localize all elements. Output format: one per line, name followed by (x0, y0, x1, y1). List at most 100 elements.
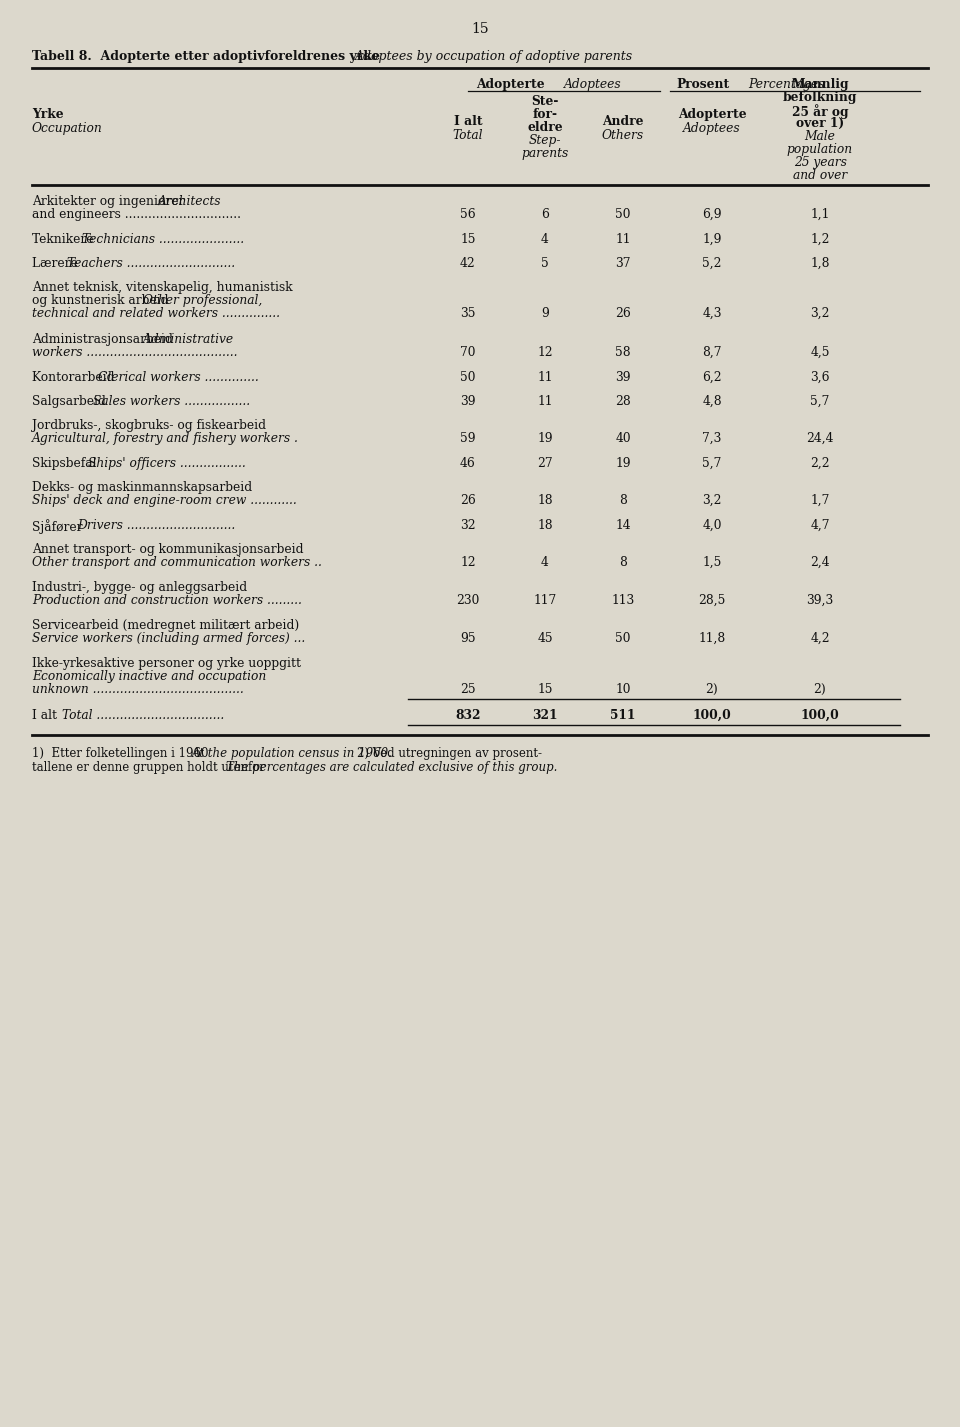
Text: 42: 42 (460, 257, 476, 270)
Text: Salgsarbeid: Salgsarbeid (32, 395, 109, 408)
Text: 11: 11 (538, 371, 553, 384)
Text: 7,3: 7,3 (703, 432, 722, 445)
Text: Sjåfører: Sjåfører (32, 519, 86, 534)
Text: 6,9: 6,9 (702, 208, 722, 221)
Text: 5: 5 (541, 257, 549, 270)
Text: Mannlig: Mannlig (791, 78, 849, 91)
Text: At the population census in 1960.: At the population census in 1960. (192, 746, 393, 761)
Text: tallene er denne gruppen holdt utenfor: tallene er denne gruppen holdt utenfor (32, 761, 273, 773)
Text: Agricultural, forestry and fishery workers .: Agricultural, forestry and fishery worke… (32, 432, 299, 445)
Text: Architects: Architects (158, 195, 222, 208)
Text: I alt: I alt (454, 116, 482, 128)
Text: Production and construction workers .........: Production and construction workers ....… (32, 594, 301, 606)
Text: Adopterte: Adopterte (476, 78, 544, 91)
Text: 5,7: 5,7 (703, 457, 722, 469)
Text: befolkning: befolkning (782, 91, 857, 104)
Text: 12: 12 (538, 345, 553, 360)
Text: Ste-: Ste- (531, 96, 559, 108)
Text: 511: 511 (611, 709, 636, 722)
Text: for-: for- (533, 108, 558, 121)
Text: Sales workers .................: Sales workers ................. (92, 395, 250, 408)
Text: Teknikere: Teknikere (32, 233, 97, 245)
Text: Percentages: Percentages (748, 78, 825, 91)
Text: 25: 25 (460, 684, 476, 696)
Text: Dekks- og maskinmannskapsarbeid: Dekks- og maskinmannskapsarbeid (32, 481, 252, 494)
Text: 6: 6 (541, 208, 549, 221)
Text: 117: 117 (534, 594, 557, 606)
Text: 95: 95 (460, 632, 476, 645)
Text: 15: 15 (471, 21, 489, 36)
Text: Adoptees by occupation of adoptive parents: Adoptees by occupation of adoptive paren… (355, 50, 634, 63)
Text: 59: 59 (460, 432, 476, 445)
Text: 25 years: 25 years (794, 156, 847, 168)
Text: Adoptees: Adoptees (564, 78, 622, 91)
Text: Prosent: Prosent (677, 78, 730, 91)
Text: Lærere: Lærere (32, 257, 82, 270)
Text: 4,8: 4,8 (702, 395, 722, 408)
Text: Adoptees: Adoptees (684, 121, 741, 136)
Text: 4: 4 (541, 233, 549, 245)
Text: Total: Total (453, 128, 483, 143)
Text: 56: 56 (460, 208, 476, 221)
Text: 50: 50 (615, 208, 631, 221)
Text: Service workers (including armed forces) ...: Service workers (including armed forces)… (32, 632, 305, 645)
Text: Step-: Step- (529, 134, 562, 147)
Text: 11,8: 11,8 (698, 632, 726, 645)
Text: 50: 50 (460, 371, 476, 384)
Text: 19: 19 (538, 432, 553, 445)
Text: 10: 10 (615, 684, 631, 696)
Text: 40: 40 (615, 432, 631, 445)
Text: 28,5: 28,5 (698, 594, 726, 606)
Text: 113: 113 (612, 594, 635, 606)
Text: 8,7: 8,7 (703, 345, 722, 360)
Text: 37: 37 (615, 257, 631, 270)
Text: unknown .......................................: unknown ................................… (32, 684, 244, 696)
Text: Drivers ............................: Drivers ............................ (78, 519, 236, 532)
Text: Total .................................: Total ................................. (62, 709, 225, 722)
Text: 1,7: 1,7 (810, 494, 829, 507)
Text: 230: 230 (456, 594, 480, 606)
Text: 11: 11 (615, 233, 631, 245)
Text: 2,2: 2,2 (810, 457, 829, 469)
Text: Adopterte: Adopterte (678, 108, 746, 121)
Text: 321: 321 (532, 709, 558, 722)
Text: 2): 2) (814, 684, 827, 696)
Text: Tabell 8.  Adopterte etter adoptivforeldrenes yrke: Tabell 8. Adopterte etter adoptivforeldr… (32, 50, 389, 63)
Text: 4,5: 4,5 (810, 345, 829, 360)
Text: 2): 2) (706, 684, 718, 696)
Text: 28: 28 (615, 395, 631, 408)
Text: workers .......................................: workers ................................… (32, 345, 237, 360)
Text: 6,2: 6,2 (702, 371, 722, 384)
Text: 3,6: 3,6 (810, 371, 829, 384)
Text: 8: 8 (619, 494, 627, 507)
Text: Other professional,: Other professional, (143, 294, 262, 307)
Text: Arkitekter og ingeniører: Arkitekter og ingeniører (32, 195, 188, 208)
Text: 46: 46 (460, 457, 476, 469)
Text: 2) Ved utregningen av prosent-: 2) Ved utregningen av prosent- (342, 746, 542, 761)
Text: 19: 19 (615, 457, 631, 469)
Text: 4,7: 4,7 (810, 519, 829, 532)
Text: The percentages are calculated exclusive of this group.: The percentages are calculated exclusive… (226, 761, 558, 773)
Text: 4,0: 4,0 (703, 519, 722, 532)
Text: 1,8: 1,8 (810, 257, 829, 270)
Text: 8: 8 (619, 557, 627, 569)
Text: 3,2: 3,2 (703, 494, 722, 507)
Text: 11: 11 (538, 395, 553, 408)
Text: 5,7: 5,7 (810, 395, 829, 408)
Text: 15: 15 (538, 684, 553, 696)
Text: Other transport and communication workers ..: Other transport and communication worker… (32, 557, 322, 569)
Text: Teachers ............................: Teachers ............................ (67, 257, 235, 270)
Text: 1,9: 1,9 (703, 233, 722, 245)
Text: Economically inactive and occupation: Economically inactive and occupation (32, 671, 266, 684)
Text: Ikke-yrkesaktive personer og yrke uoppgitt: Ikke-yrkesaktive personer og yrke uoppgi… (32, 656, 301, 671)
Text: Industri-, bygge- og anleggsarbeid: Industri-, bygge- og anleggsarbeid (32, 581, 247, 594)
Text: 4: 4 (541, 557, 549, 569)
Text: 50: 50 (615, 632, 631, 645)
Text: 27: 27 (538, 457, 553, 469)
Text: Ships' officers .................: Ships' officers ................. (87, 457, 246, 469)
Text: 39: 39 (460, 395, 476, 408)
Text: and over: and over (793, 168, 847, 183)
Text: Clerical workers ..............: Clerical workers .............. (98, 371, 258, 384)
Text: Technicians ......................: Technicians ...................... (83, 233, 245, 245)
Text: 32: 32 (460, 519, 476, 532)
